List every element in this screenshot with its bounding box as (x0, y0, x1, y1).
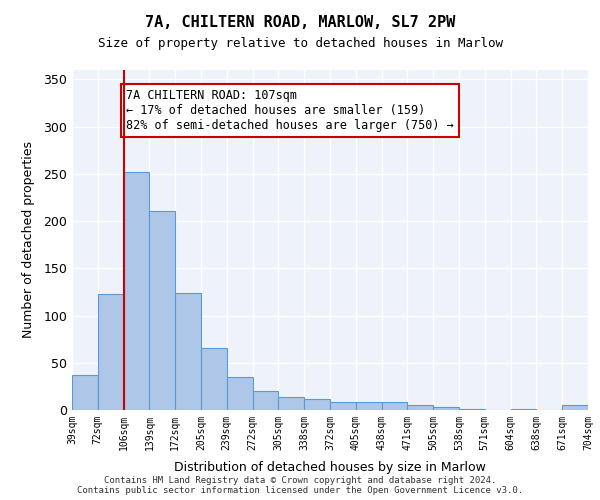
Bar (175, 293, 201, 410)
X-axis label: Distribution of detached houses by size in Marlow: Distribution of detached houses by size … (174, 461, 486, 474)
Bar (330, 402, 356, 410)
Text: 7A, CHILTERN ROAD, MARLOW, SL7 2PW: 7A, CHILTERN ROAD, MARLOW, SL7 2PW (145, 15, 455, 30)
Bar (72, 375, 98, 410)
Bar (511, 409, 536, 410)
Bar (304, 398, 330, 410)
Bar (356, 402, 382, 410)
Bar (278, 397, 304, 410)
Bar (201, 348, 227, 410)
Bar (382, 402, 407, 410)
Bar (98, 294, 124, 410)
Text: 7A CHILTERN ROAD: 107sqm
← 17% of detached houses are smaller (159)
82% of semi-: 7A CHILTERN ROAD: 107sqm ← 17% of detach… (126, 89, 454, 132)
Bar (433, 407, 459, 410)
Bar (124, 172, 149, 410)
Bar (149, 210, 175, 410)
Text: Contains HM Land Registry data © Crown copyright and database right 2024.
Contai: Contains HM Land Registry data © Crown c… (77, 476, 523, 495)
Text: Size of property relative to detached houses in Marlow: Size of property relative to detached ho… (97, 38, 503, 51)
Bar (562, 406, 588, 410)
Bar (227, 377, 253, 410)
Y-axis label: Number of detached properties: Number of detached properties (22, 142, 35, 338)
Bar (407, 406, 433, 410)
Bar (459, 409, 485, 410)
Bar (253, 391, 278, 410)
